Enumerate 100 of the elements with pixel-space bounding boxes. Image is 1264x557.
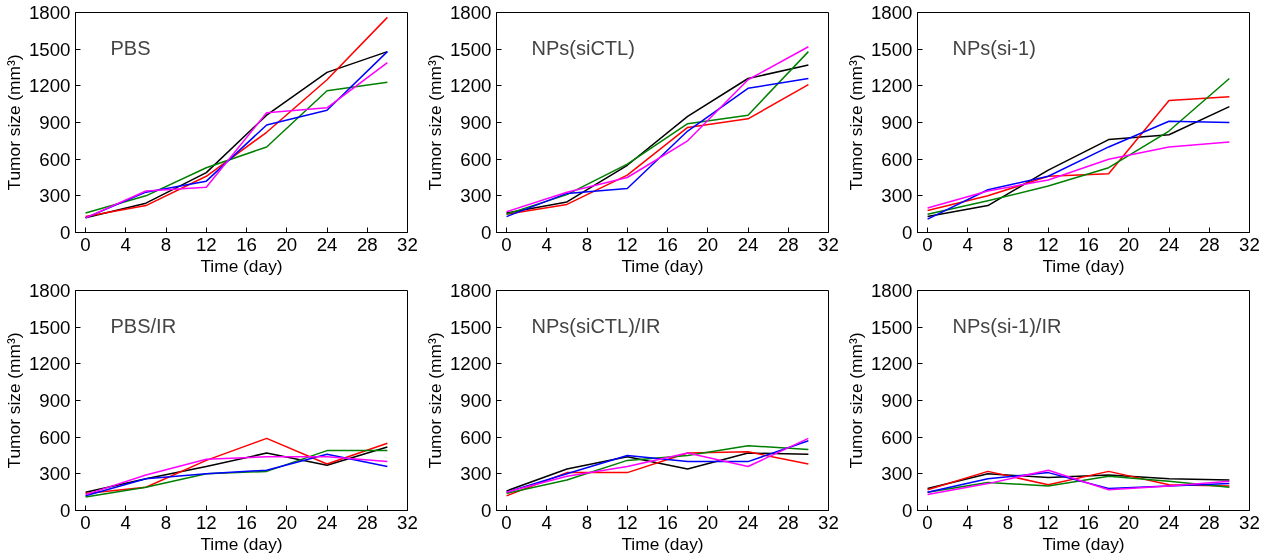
text: NPs(si-1)/IR	[952, 314, 1062, 337]
x-tick-label: 28	[356, 511, 378, 533]
y-tick-label: 900	[39, 390, 71, 411]
y-tick-label: 1800	[450, 2, 492, 23]
y-axis-title: Tumor size (mm³)	[425, 332, 445, 469]
text: NPs(si-1)	[952, 36, 1036, 59]
text: PBS/IR	[110, 314, 177, 337]
x-tick-label: 28	[777, 233, 799, 255]
x-tick-label: 8	[1002, 511, 1014, 533]
x-tick-label: 20	[697, 511, 719, 533]
y-tick-label: 1200	[871, 353, 913, 375]
x-axis-title: Time (day)	[1042, 533, 1125, 554]
x-tick-label: 16	[657, 511, 678, 533]
text: NPs(siCTL)/IR	[531, 314, 661, 337]
x-tick-label: 20	[1118, 511, 1140, 533]
y-tick-label: 1200	[29, 353, 71, 375]
y-tick-label: 900	[881, 390, 913, 411]
y-tick-label: 1500	[871, 316, 913, 338]
y-tick-label: 600	[460, 426, 492, 448]
y-tick-label: 900	[460, 390, 492, 411]
x-tick-label: 20	[276, 511, 298, 533]
y-tick-label: 1500	[29, 38, 71, 60]
x-tick-label: 20	[276, 233, 298, 255]
x-tick-label: 0	[922, 511, 933, 533]
x-tick-label: 12	[195, 233, 217, 255]
x-tick-label: 12	[616, 511, 638, 533]
y-tick-label: 1800	[871, 280, 913, 301]
y-tick-label: 1500	[450, 38, 492, 60]
y-tick-label: 600	[39, 148, 71, 170]
y-tick-label: 300	[39, 463, 71, 485]
y-tick-label: 900	[881, 112, 913, 133]
y-tick-label: 1800	[871, 2, 913, 23]
x-tick-label: 12	[616, 233, 638, 255]
x-tick-label: 32	[397, 233, 418, 255]
x-tick-label: 8	[160, 233, 172, 255]
y-tick-label: 600	[881, 148, 913, 170]
x-tick-label: 4	[541, 233, 553, 255]
x-tick-label: 0	[80, 511, 91, 533]
x-tick-label: 12	[1037, 511, 1059, 533]
y-tick-label: 900	[460, 112, 492, 133]
x-tick-label: 24	[737, 511, 759, 533]
y-tick-label: 1200	[450, 353, 492, 375]
x-tick-label: 24	[737, 233, 759, 255]
x-tick-label: 20	[697, 233, 719, 255]
x-axis-title: Time (day)	[621, 533, 704, 554]
x-tick-label: 32	[818, 233, 839, 255]
y-tick-label: 1200	[29, 75, 71, 97]
x-tick-label: 12	[195, 511, 217, 533]
x-tick-label: 0	[922, 233, 933, 255]
y-tick-label: 300	[39, 185, 71, 207]
x-tick-label: 0	[501, 233, 512, 255]
x-tick-label: 28	[1198, 511, 1220, 533]
x-tick-label: 4	[962, 233, 974, 255]
x-tick-label: 16	[236, 233, 257, 255]
y-tick-label: 300	[881, 463, 913, 485]
y-tick-label: 900	[39, 112, 71, 133]
y-tick-label: 300	[460, 463, 492, 485]
x-tick-label: 20	[1118, 233, 1140, 255]
y-tick-label: 600	[881, 426, 913, 448]
y-tick-label: 300	[881, 185, 913, 207]
text: PBS	[110, 36, 151, 59]
x-tick-label: 8	[160, 511, 172, 533]
x-axis-title: Time (day)	[200, 533, 283, 554]
x-axis-title: Time (day)	[200, 255, 283, 276]
x-tick-label: 32	[397, 511, 418, 533]
y-tick-label: 300	[460, 185, 492, 207]
y-tick-label: 1200	[871, 75, 913, 97]
x-tick-label: 0	[80, 233, 91, 255]
y-tick-label: 1500	[29, 316, 71, 338]
y-tick-label: 1800	[450, 280, 492, 301]
x-tick-label: 4	[962, 511, 974, 533]
x-tick-label: 16	[657, 233, 678, 255]
x-axis-title: Time (day)	[1042, 255, 1125, 276]
x-tick-label: 24	[316, 511, 338, 533]
x-tick-label: 24	[1158, 233, 1180, 255]
x-tick-label: 4	[120, 233, 132, 255]
x-tick-label: 32	[1239, 233, 1260, 255]
y-axis-title: Tumor size (mm³)	[4, 332, 24, 469]
x-tick-label: 4	[120, 511, 132, 533]
x-tick-label: 16	[1078, 511, 1099, 533]
y-axis-title: Tumor size (mm³)	[846, 332, 866, 469]
x-tick-label: 24	[1158, 511, 1180, 533]
x-tick-label: 12	[1037, 233, 1059, 255]
x-tick-label: 24	[316, 233, 338, 255]
text: NPs(siCTL)	[531, 36, 635, 59]
y-tick-label: 600	[460, 148, 492, 170]
x-tick-label: 32	[1239, 511, 1260, 533]
y-tick-label: 1500	[450, 316, 492, 338]
y-tick-label: 1200	[450, 75, 492, 97]
y-axis-title: Tumor size (mm³)	[425, 54, 445, 191]
x-tick-label: 0	[501, 511, 512, 533]
x-tick-label: 8	[581, 511, 593, 533]
x-tick-label: 28	[777, 511, 799, 533]
y-tick-label: 1500	[871, 38, 913, 60]
x-tick-label: 28	[1198, 233, 1220, 255]
x-tick-label: 28	[356, 233, 378, 255]
x-tick-label: 4	[541, 511, 553, 533]
x-axis-title: Time (day)	[621, 255, 704, 276]
x-tick-label: 32	[818, 511, 839, 533]
x-tick-label: 8	[1002, 233, 1014, 255]
